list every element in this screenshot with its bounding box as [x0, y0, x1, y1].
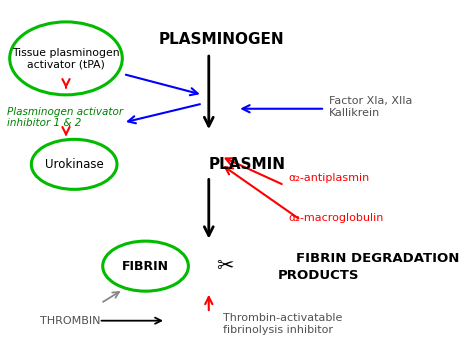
- Text: FIBRIN DEGRADATION: FIBRIN DEGRADATION: [296, 252, 460, 265]
- Text: Thrombin-activatable
fibrinolysis inhibitor: Thrombin-activatable fibrinolysis inhibi…: [223, 313, 342, 335]
- Text: PRODUCTS: PRODUCTS: [278, 269, 360, 282]
- Text: Tissue plasminogen
activator (tPA): Tissue plasminogen activator (tPA): [12, 48, 120, 69]
- Text: ✂: ✂: [216, 256, 234, 276]
- Text: PLASMIN: PLASMIN: [209, 157, 286, 172]
- Text: Plasminogen activator
inhibitor 1 & 2: Plasminogen activator inhibitor 1 & 2: [7, 107, 123, 128]
- Text: Urokinase: Urokinase: [45, 158, 103, 171]
- Text: FIBRIN: FIBRIN: [122, 260, 169, 273]
- Text: α₂-antiplasmin: α₂-antiplasmin: [288, 173, 370, 183]
- Text: PLASMINOGEN: PLASMINOGEN: [158, 32, 284, 47]
- Text: THROMBIN: THROMBIN: [40, 316, 100, 326]
- Text: α₂-macroglobulin: α₂-macroglobulin: [288, 213, 383, 223]
- Text: Factor XIa, XIIa
Kallikrein: Factor XIa, XIIa Kallikrein: [329, 96, 412, 118]
